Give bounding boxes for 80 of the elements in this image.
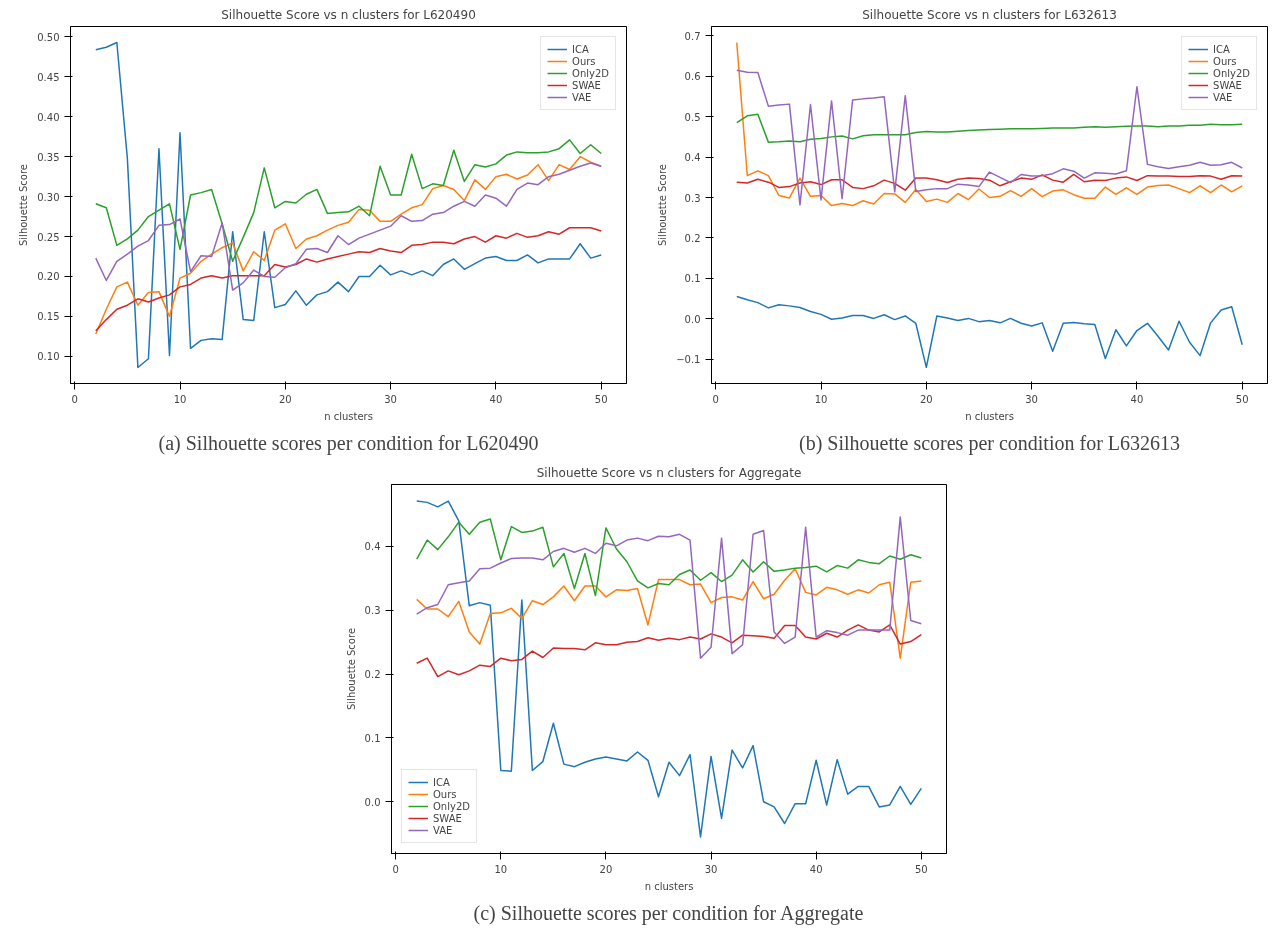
y-tick-label: −0.1 — [676, 354, 701, 366]
chart-title: Silhouette Score vs n clusters for Aggregate — [536, 465, 802, 480]
line-series — [736, 295, 1243, 369]
y-tick-label: 0.30 — [37, 191, 60, 203]
x-tick-label: 10 — [814, 393, 828, 405]
legend-label: Only2D — [433, 800, 470, 812]
y-axis-title: Silhouette Score — [657, 163, 669, 247]
x-tick-label: 50 — [1235, 393, 1249, 405]
x-tick-label: 20 — [599, 863, 613, 875]
y-tick-label: 0.1 — [364, 732, 381, 744]
y-tick-label: 0.20 — [37, 271, 60, 283]
x-tick-label: 40 — [1130, 393, 1144, 405]
x-tick-label: 30 — [384, 393, 397, 405]
legend-label: SWAE — [1213, 79, 1242, 91]
legend-label: VAE — [1213, 91, 1234, 103]
y-tick-label: 0.2 — [684, 232, 701, 244]
y-axis-title: Silhouette Score — [345, 627, 357, 711]
x-tick-label: 50 — [594, 393, 608, 405]
y-tick-label: 0.10 — [37, 351, 60, 363]
line-series — [415, 516, 923, 659]
y-tick-label: 0.7 — [684, 30, 701, 42]
legend-label: ICA — [1213, 43, 1231, 55]
x-tick-label: 50 — [914, 863, 928, 875]
legend-label: Ours — [433, 788, 457, 800]
line-series — [736, 113, 1243, 143]
x-axis-title: n clusters — [324, 410, 373, 422]
line-series — [415, 500, 923, 838]
y-tick-label: 0.25 — [37, 231, 60, 243]
y-tick-label: 0.2 — [364, 669, 381, 681]
line-series — [415, 624, 923, 678]
line-series — [95, 139, 602, 263]
legend-label: SWAE — [433, 812, 462, 824]
line-series — [415, 518, 923, 597]
x-tick-label: 30 — [1025, 393, 1038, 405]
y-tick-label: 0.6 — [684, 71, 701, 83]
x-tick-label: 20 — [278, 393, 292, 405]
x-tick-label: 10 — [173, 393, 187, 405]
line-series — [95, 155, 602, 335]
y-tick-label: 0.4 — [684, 152, 701, 164]
y-tick-label: 0.4 — [364, 541, 381, 553]
text: (c) Silhouette scores per condition for Aggregate — [473, 901, 864, 925]
text: (b) Silhouette scores per condition for L632613 — [798, 431, 1181, 455]
y-tick-label: 0.3 — [364, 605, 381, 617]
legend-label: SWAE — [572, 79, 601, 91]
x-axis-title: n clusters — [644, 880, 694, 892]
x-tick-label: 20 — [919, 393, 933, 405]
chart-title: Silhouette Score vs n clusters for L620490 — [221, 7, 476, 22]
text: (a) Silhouette scores per condition for L620490 — [158, 431, 539, 455]
x-tick-label: 10 — [494, 863, 508, 875]
y-axis-title: Silhouette Score — [18, 163, 30, 247]
y-tick-label: 0.40 — [37, 111, 60, 123]
legend-label: ICA — [572, 43, 590, 55]
chart-title: Silhouette Score vs n clusters for L632613 — [862, 7, 1117, 22]
legend-label: Ours — [1213, 55, 1237, 67]
x-tick-label: 0 — [392, 863, 399, 875]
y-tick-label: 0.1 — [684, 273, 701, 285]
y-tick-label: 0.0 — [364, 796, 381, 808]
line-series — [736, 173, 1243, 191]
line-series — [95, 227, 602, 332]
y-tick-label: 0.0 — [684, 313, 701, 325]
x-tick-label: 40 — [489, 393, 503, 405]
y-tick-label: 0.50 — [37, 31, 60, 43]
x-tick-label: 30 — [704, 863, 718, 875]
legend-label: Only2D — [1213, 67, 1250, 79]
x-tick-label: 0 — [71, 393, 78, 405]
legend-label: Only2D — [572, 67, 609, 79]
legend-label: Ours — [572, 55, 596, 67]
y-tick-label: 0.45 — [37, 71, 60, 83]
y-tick-label: 0.15 — [37, 311, 60, 323]
legend-label: ICA — [433, 776, 451, 788]
line-series — [95, 162, 602, 291]
y-tick-label: 0.5 — [684, 111, 701, 123]
y-tick-label: 0.35 — [37, 151, 60, 163]
x-tick-label: 0 — [712, 393, 719, 405]
x-axis-title: n clusters — [965, 410, 1014, 422]
legend-label: VAE — [572, 91, 593, 103]
x-tick-label: 40 — [809, 863, 823, 875]
legend-label: VAE — [433, 824, 453, 836]
y-tick-label: 0.3 — [684, 192, 701, 204]
line-series — [415, 568, 923, 659]
